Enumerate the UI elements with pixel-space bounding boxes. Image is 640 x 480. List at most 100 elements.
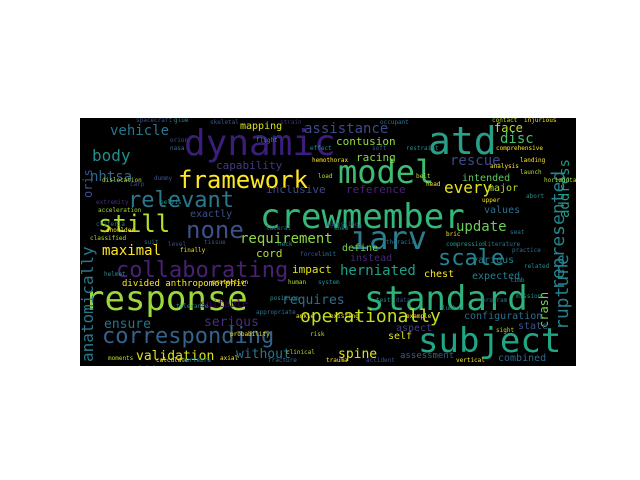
word-thoracic: thoracic — [386, 239, 415, 246]
word-subject: subject — [418, 321, 562, 361]
word-corresponding: corresponding — [102, 324, 275, 349]
word-head: head — [426, 181, 441, 188]
word-test: test — [376, 297, 391, 304]
word-program: program — [482, 297, 508, 304]
word-appropriate: appropriate — [256, 309, 296, 316]
word-orion: orion — [170, 137, 189, 144]
word-impact: impact — [292, 263, 332, 276]
word-various: various — [472, 255, 515, 266]
word-relevant: relevant — [128, 188, 234, 213]
word-protection: protection — [212, 279, 249, 286]
word-seat: seat — [510, 229, 525, 236]
word-dynamic: dynamic — [184, 123, 336, 164]
word-position: position — [270, 295, 299, 302]
word-update: update — [456, 219, 507, 235]
word-expected: expected — [472, 271, 521, 282]
word-cloud: crewmember response standard subject atd… — [80, 118, 576, 366]
word-operationally: operationally — [300, 306, 441, 327]
word-classified: classified — [90, 235, 127, 242]
word-example: example — [406, 313, 432, 320]
word-carp: carp — [130, 181, 145, 188]
word-suitable: suitable — [200, 299, 249, 310]
word-accident: accident — [366, 357, 395, 364]
word-lateral: lateral — [266, 225, 292, 232]
word-force: force — [300, 251, 319, 258]
word-skeletal: skeletal — [210, 119, 239, 126]
word-reference: reference — [346, 183, 406, 196]
word-dislocation: dislocation — [102, 177, 142, 184]
word-state: state — [518, 321, 549, 332]
word-probability: probability — [230, 331, 270, 338]
word-exactly: exactly — [190, 209, 233, 220]
word-suit: suit — [144, 239, 159, 246]
word-every: every — [444, 178, 493, 197]
word-human: human — [288, 279, 307, 286]
word-disc: disc — [500, 131, 534, 147]
word-related: related — [524, 263, 550, 270]
word-collaborating: collaborating — [116, 258, 289, 283]
word-neck: neck — [278, 241, 293, 248]
word-literature: literature — [484, 241, 521, 248]
word-divided-anthropomorphic: divided anthropomorphic — [122, 279, 247, 289]
word-vehicle: vehicle — [110, 123, 170, 139]
word-bric: bric — [446, 231, 461, 238]
word-chest: chest — [424, 269, 455, 280]
word-racing: racing — [356, 151, 396, 164]
word-restraint: restraint — [406, 145, 439, 152]
word-combined: combined — [498, 353, 547, 364]
word-comprehensive: comprehensive — [496, 145, 543, 152]
word-values: values — [484, 205, 521, 216]
word-shoulder: shoulder — [106, 227, 135, 234]
word-framework: framework — [178, 166, 309, 194]
word-mission: mission — [516, 293, 542, 300]
word-crewmember: crewmember — [260, 197, 465, 237]
word-criteria: criteria — [96, 221, 125, 228]
word-load: load — [318, 173, 333, 180]
word-configuration: configuration — [464, 311, 543, 322]
word-acceleration: acceleration — [98, 207, 142, 214]
word-launch: launch — [520, 169, 542, 176]
word-ensure: ensure — [104, 317, 151, 332]
word-glue: glue — [174, 118, 189, 124]
word-compression: compression — [446, 241, 486, 248]
word-vertical: vertical — [456, 357, 485, 364]
word-contusion: contusion — [336, 135, 396, 148]
word-assistance: assistance — [304, 121, 389, 137]
word-injurious: injurious — [524, 118, 557, 124]
word-helmet: helmet — [104, 271, 126, 278]
word-face: face — [494, 121, 523, 135]
word-capability: capability — [216, 159, 283, 172]
word-fracture: fracture — [268, 357, 297, 364]
word-trauma: trauma — [326, 357, 348, 364]
word-flight: flight — [256, 137, 278, 144]
word-hemothorax: hemothorax — [312, 157, 349, 164]
word-none: none — [186, 216, 244, 244]
word-clinical: clinical — [286, 349, 315, 356]
word-system: system — [318, 279, 340, 286]
word-mapping: mapping — [240, 121, 283, 132]
word-analysis: analysis — [490, 163, 519, 170]
word-anatomically: anatomically — [80, 246, 97, 362]
word-axial: axial — [220, 355, 239, 362]
word-serious: serious — [204, 315, 259, 330]
word-maximal: maximal — [102, 243, 162, 259]
word-address: address — [557, 158, 573, 218]
word-response: response — [84, 279, 248, 319]
word-risk: risk — [310, 331, 325, 338]
word-dummy: dummy — [154, 175, 173, 182]
word-vertebra: vertebra — [182, 357, 211, 364]
word-self: self — [388, 331, 413, 342]
word-extremity: extremity — [96, 199, 129, 206]
word-moments: moments — [108, 355, 134, 362]
word-major: major — [488, 183, 519, 194]
word-contact: contact — [492, 118, 518, 124]
word-herniated: herniated — [340, 263, 416, 279]
word-spine: spine — [338, 347, 378, 362]
word-assessment: assessment — [400, 351, 455, 361]
word-cord: cord — [256, 247, 283, 260]
word-instead: instead — [350, 253, 393, 264]
word-strain: strain — [280, 119, 302, 126]
word-still: still — [98, 210, 171, 238]
word-data: data — [396, 297, 411, 304]
word-limit: limit — [318, 251, 337, 258]
